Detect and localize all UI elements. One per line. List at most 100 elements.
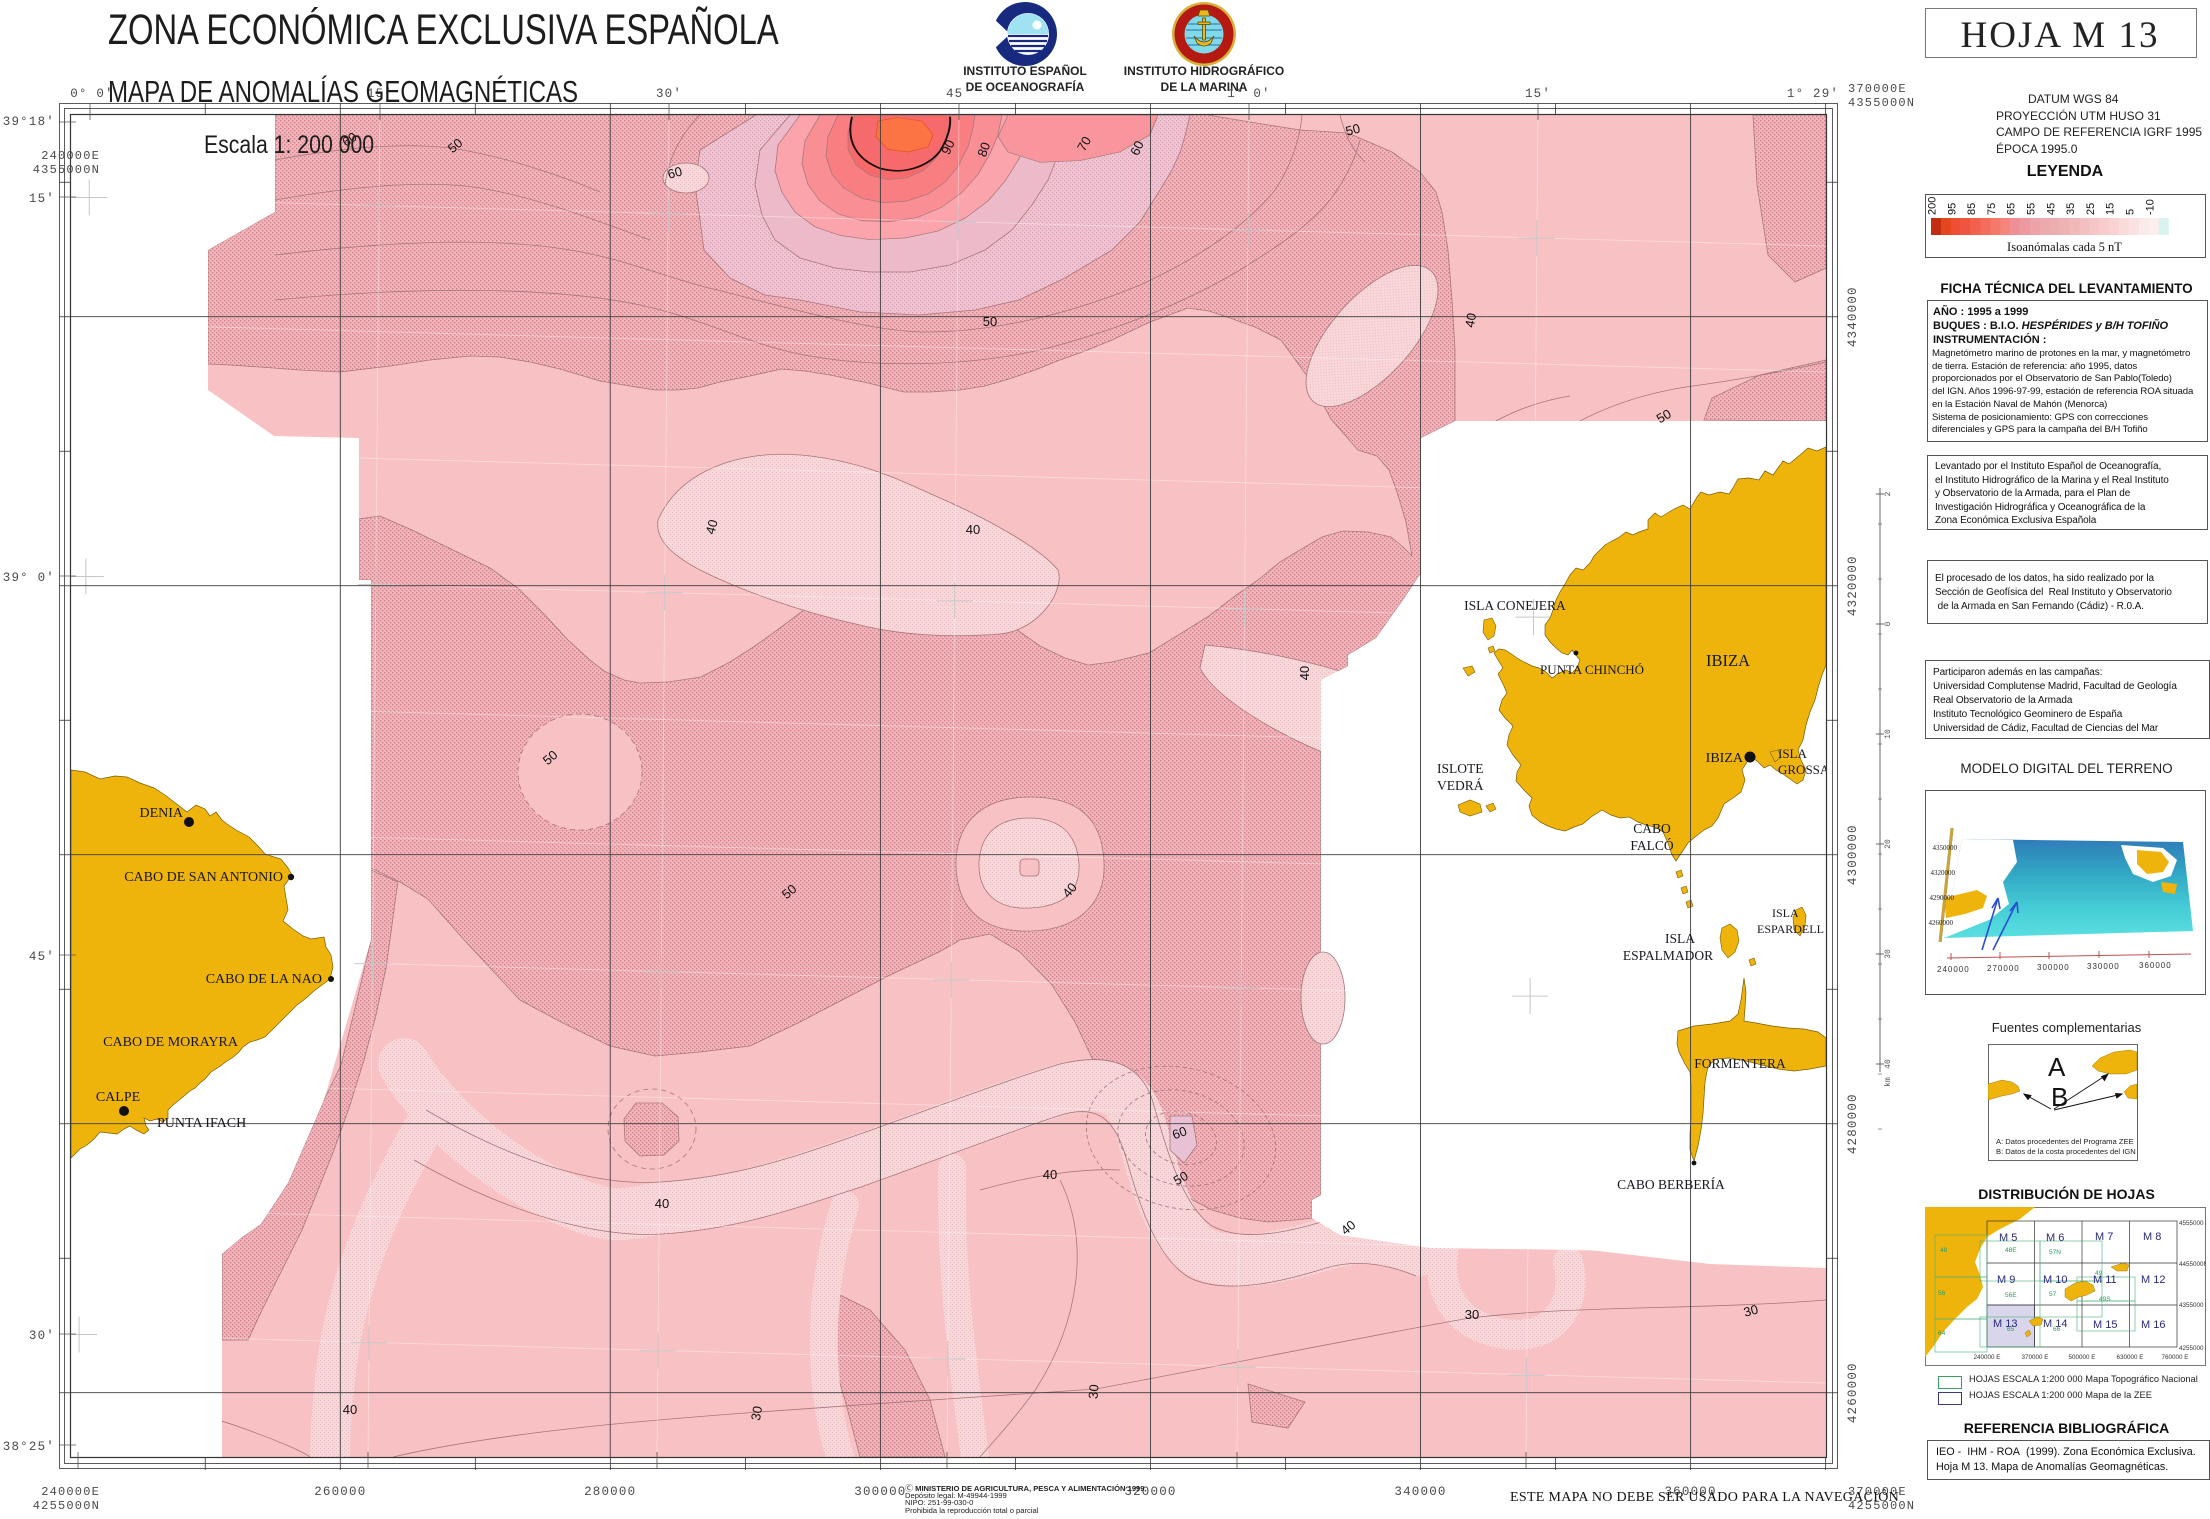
svg-text:4455000N: 4455000N	[2179, 1261, 2206, 1268]
svg-text:40: 40	[343, 1402, 357, 1417]
svg-text:40: 40	[1884, 1059, 1893, 1069]
svg-text:FALCÓ: FALCÓ	[1630, 838, 1674, 853]
svg-text:66: 66	[2053, 1326, 2061, 1333]
svg-text:CABO DE SAN ANTONIO: CABO DE SAN ANTONIO	[124, 870, 283, 885]
svg-text:240000: 240000	[1937, 965, 1970, 974]
svg-text:GROSSA: GROSSA	[1778, 762, 1830, 777]
svg-text:B: Datos de la costa procedent: B: Datos de la costa procedentes del IGN	[1996, 1147, 2136, 1156]
svg-text:45': 45'	[29, 950, 55, 964]
svg-text:49S: 49S	[2099, 1296, 2111, 1303]
svg-text:4280000: 4280000	[1846, 1093, 1860, 1154]
svg-text:40: 40	[1297, 666, 1312, 680]
svg-text:340000: 340000	[1394, 1485, 1446, 1499]
svg-text:1° 29': 1° 29'	[1787, 87, 1839, 101]
svg-text:4255000N: 4255000N	[1848, 1499, 1915, 1513]
svg-text:20: 20	[1884, 839, 1893, 849]
svg-text:56: 56	[1938, 1290, 1946, 1297]
svg-text:65: 65	[2007, 1326, 2015, 1333]
svg-text:M 5: M 5	[1999, 1232, 2017, 1244]
svg-text:4255000 N: 4255000 N	[2179, 1345, 2206, 1352]
svg-text:ISLA: ISLA	[1772, 906, 1799, 920]
svg-text:M 6: M 6	[2046, 1232, 2064, 1244]
svg-text:25: 25	[2085, 203, 2097, 215]
svg-text:80: 80	[974, 140, 993, 159]
svg-text:M 13: M 13	[1993, 1318, 2017, 1330]
svg-text:ISLA: ISLA	[1778, 746, 1808, 761]
svg-text:200: 200	[1927, 197, 1939, 215]
svg-text:4555000 N: 4555000 N	[2179, 1220, 2206, 1227]
svg-text:2: 2	[1884, 491, 1893, 496]
svg-text:630000 E: 630000 E	[2117, 1354, 2144, 1361]
svg-text:30: 30	[1085, 1384, 1101, 1400]
svg-text:240000E: 240000E	[41, 1485, 100, 1499]
svg-text:15': 15'	[29, 192, 55, 206]
svg-text:60: 60	[339, 129, 359, 150]
svg-text:4320000: 4320000	[1846, 555, 1860, 616]
svg-text:39° 0': 39° 0'	[3, 571, 55, 585]
svg-text:260000: 260000	[314, 1485, 366, 1499]
svg-text:15: 15	[2105, 203, 2117, 215]
svg-text:ISLA: ISLA	[1665, 931, 1695, 946]
svg-text:30: 30	[1742, 1302, 1760, 1320]
svg-text:ISLOTE: ISLOTE	[1437, 761, 1484, 776]
svg-text:M 16: M 16	[2141, 1319, 2165, 1331]
svg-text:55: 55	[2026, 203, 2038, 215]
svg-text:A: Datos procedentes del Progr: A: Datos procedentes del Programa ZEE	[1996, 1137, 2134, 1146]
svg-text:PUNTA IFACH: PUNTA IFACH	[157, 1116, 246, 1131]
svg-text:10: 10	[1884, 729, 1893, 739]
svg-text:A: A	[2048, 1052, 2066, 1082]
svg-text:4260000: 4260000	[1846, 1362, 1860, 1423]
svg-text:15': 15'	[367, 87, 393, 101]
svg-text:40: 40	[703, 518, 721, 536]
svg-text:30': 30'	[29, 1329, 55, 1343]
svg-text:4355000N: 4355000N	[1848, 96, 1915, 110]
svg-text:330000: 330000	[2087, 962, 2120, 971]
svg-text:1° 0': 1° 0'	[1227, 87, 1271, 101]
svg-text:ESPARDELL: ESPARDELL	[1757, 922, 1824, 936]
svg-text:320000: 320000	[1124, 1485, 1176, 1499]
svg-text:30: 30	[1884, 949, 1893, 959]
svg-text:95: 95	[1946, 203, 1958, 215]
svg-text:4300000: 4300000	[1846, 824, 1860, 885]
svg-text:280000: 280000	[584, 1485, 636, 1499]
svg-text:CABO BERBERÍA: CABO BERBERÍA	[1617, 1177, 1725, 1192]
svg-text:240000E: 240000E	[41, 149, 100, 163]
svg-text:50: 50	[1344, 121, 1362, 139]
svg-text:DENIA: DENIA	[139, 806, 183, 821]
svg-text:M 15: M 15	[2093, 1319, 2117, 1331]
svg-text:70: 70	[1074, 134, 1094, 154]
svg-text:4290000: 4290000	[1930, 894, 1955, 902]
svg-text:75: 75	[1986, 203, 1998, 215]
svg-text:4355000 N: 4355000 N	[2179, 1302, 2206, 1309]
svg-text:60: 60	[1170, 1123, 1189, 1142]
svg-text:64: 64	[1938, 1330, 1946, 1337]
svg-text:300000: 300000	[2037, 963, 2070, 972]
svg-text:PUNTA CHINCHÓ: PUNTA CHINCHÓ	[1540, 662, 1644, 677]
svg-text:-10: -10	[2144, 199, 2156, 215]
svg-text:50: 50	[983, 314, 997, 329]
svg-text:39°18': 39°18'	[3, 115, 55, 129]
svg-text:M 14: M 14	[2043, 1318, 2067, 1330]
svg-text:90: 90	[938, 137, 958, 156]
svg-text:M 12: M 12	[2141, 1274, 2165, 1286]
svg-text:M 7: M 7	[2095, 1231, 2113, 1243]
svg-text:M 10: M 10	[2043, 1274, 2067, 1286]
svg-text:VEDRÁ: VEDRÁ	[1437, 778, 1484, 793]
svg-text:45: 45	[2045, 203, 2057, 215]
svg-text:65: 65	[2006, 203, 2018, 215]
svg-text:ESPALMADOR: ESPALMADOR	[1623, 948, 1713, 963]
svg-text:370000 E: 370000 E	[2022, 1354, 2049, 1361]
svg-text:DE LA MARINA: DE LA MARINA	[1161, 80, 1248, 94]
svg-text:CABO DE LA NAO: CABO DE LA NAO	[206, 972, 322, 987]
svg-text:4260000: 4260000	[1929, 919, 1954, 927]
svg-text:5: 5	[2125, 209, 2137, 215]
svg-text:FORMENTERA: FORMENTERA	[1694, 1056, 1786, 1071]
svg-text:35: 35	[2065, 203, 2077, 215]
svg-text:60: 60	[666, 164, 684, 182]
svg-text:4320000: 4320000	[1931, 869, 1956, 877]
svg-text:M 11: M 11	[2093, 1274, 2117, 1286]
svg-text:60: 60	[1127, 138, 1147, 157]
svg-text:4355000N: 4355000N	[33, 163, 100, 177]
svg-text:4340000: 4340000	[1846, 286, 1860, 347]
svg-text:0: 0	[1884, 621, 1893, 626]
